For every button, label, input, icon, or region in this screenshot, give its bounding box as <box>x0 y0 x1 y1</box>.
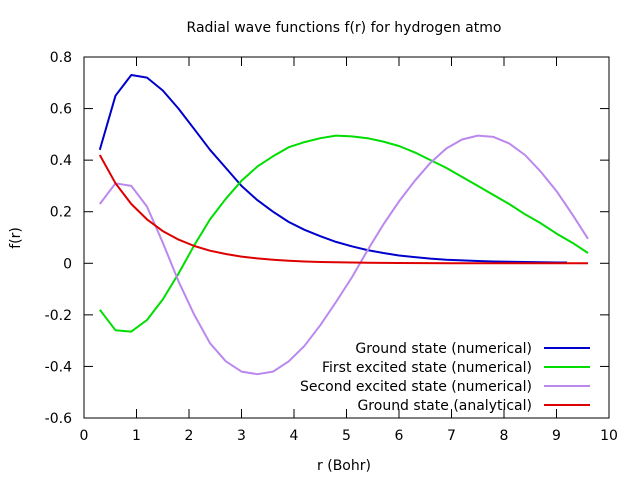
y-tick-label: 0.4 <box>50 153 72 169</box>
x-tick-label: 0 <box>80 428 89 444</box>
x-tick-label: 3 <box>237 428 246 444</box>
legend-label: Ground state (numerical) <box>355 341 532 357</box>
chart-title: Radial wave functions f(r) for hydrogen … <box>187 20 502 36</box>
series-line-2 <box>99 134 589 333</box>
y-tick-label: 0.6 <box>50 102 72 118</box>
x-tick-label: 1 <box>132 428 141 444</box>
ticks: 0 1 2 3 4 5 6 7 8 9 10 -0.6 -0.4 -0.2 0 0.2 0.4 0.6 0.8 <box>45 50 618 444</box>
x-tick-label: 10 <box>600 428 618 444</box>
y-tick-label: -0.6 <box>45 411 72 427</box>
x-tick-label: 6 <box>395 428 404 444</box>
legend-label: Second excited state (numerical) <box>300 379 532 395</box>
y-tick-label: 0 <box>63 256 72 272</box>
x-tick-label: 9 <box>552 428 561 444</box>
x-tick-label: 5 <box>342 428 351 444</box>
y-tick-label: 0.8 <box>50 50 72 66</box>
x-tick-label: 2 <box>185 428 194 444</box>
x-tick-label: 4 <box>290 428 299 444</box>
series-line-1 <box>98 74 567 264</box>
y-axis-label: f(r) <box>8 227 24 249</box>
x-tick-label: 7 <box>447 428 456 444</box>
legend-label: First excited state (numerical) <box>322 360 532 376</box>
y-tick-label: 0.2 <box>50 205 72 221</box>
series-group <box>98 74 589 376</box>
series-line-3 <box>99 134 589 376</box>
x-tick-label: 8 <box>500 428 509 444</box>
series-line-4 <box>98 154 588 265</box>
y-tick-label: -0.2 <box>45 308 72 324</box>
legend: Ground state (numerical) First excited st… <box>300 341 590 414</box>
x-axis-label: r (Bohr) <box>317 458 371 474</box>
legend-label: Ground state (analytical) <box>357 398 532 414</box>
y-tick-label: -0.4 <box>45 359 72 375</box>
